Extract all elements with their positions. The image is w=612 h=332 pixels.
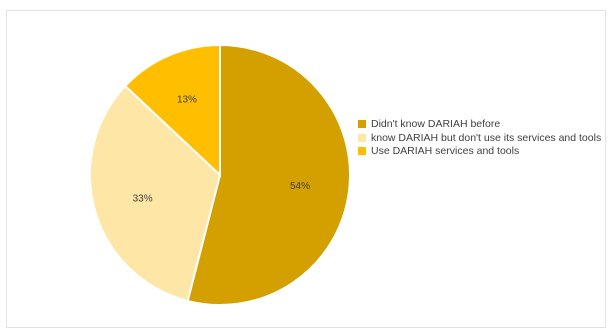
slice-value-label-2: 13% xyxy=(177,95,197,106)
pie-slice-0 xyxy=(186,43,351,306)
legend-item-2: Use DARIAH services and tools xyxy=(358,145,608,158)
pie-slice-1 xyxy=(89,84,222,303)
pie-slice-2 xyxy=(123,43,221,178)
legend-label-2: Use DARIAH services and tools xyxy=(371,145,520,157)
legend: Didn't know DARIAH before know DARIAH bu… xyxy=(358,118,608,159)
slice-value-label-0: 54% xyxy=(290,181,310,192)
legend-item-1: know DARIAH but don't use its services a… xyxy=(358,132,608,145)
legend-swatch-0 xyxy=(358,120,366,128)
slice-value-label-1: 33% xyxy=(133,193,153,204)
legend-label-0: Didn't know DARIAH before xyxy=(371,118,501,130)
legend-swatch-1 xyxy=(358,133,366,142)
legend-label-1: know DARIAH but don't use its services a… xyxy=(371,131,602,144)
legend-item-0: Didn't know DARIAH before xyxy=(358,118,608,131)
legend-swatch-2 xyxy=(358,147,366,155)
